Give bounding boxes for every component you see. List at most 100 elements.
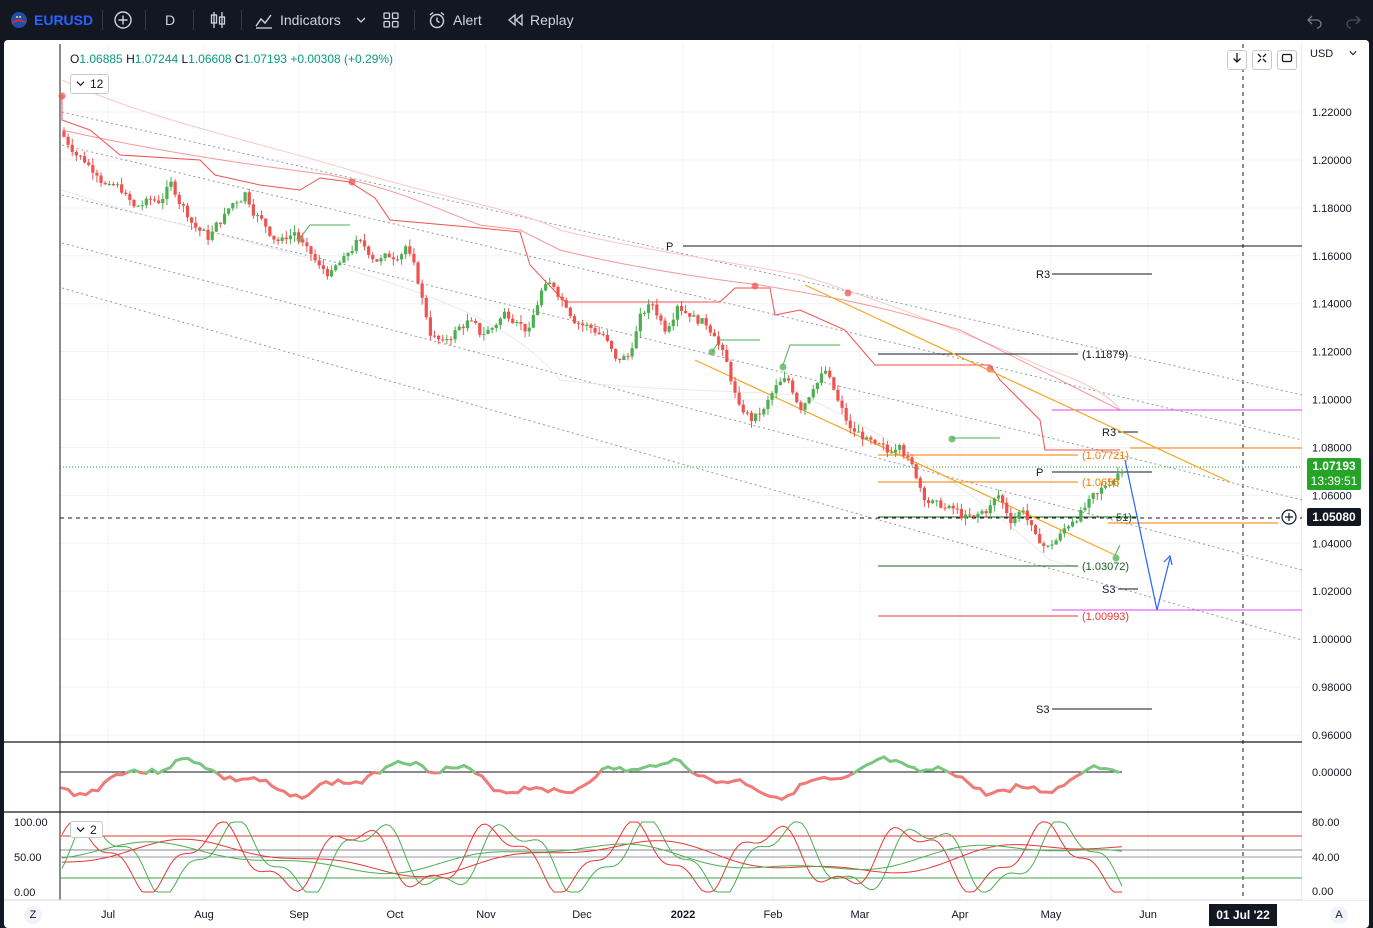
alert-button[interactable]: Alert [427,0,482,40]
candle-body [437,335,441,340]
currency-selector[interactable]: USD [1310,48,1357,60]
candle-body [1120,471,1124,474]
candle-body [852,428,857,432]
candle-body [120,184,124,193]
candle-body [729,362,733,382]
candle-body [671,319,675,327]
crosshair-add-button[interactable] [1281,509,1297,525]
maximize-pane-button[interactable] [1277,50,1297,70]
candle-body [1079,509,1083,522]
chart-type-button[interactable] [208,0,228,40]
low-value: 1.06608 [188,52,232,66]
candle-body [663,320,667,332]
bar-countdown: 13:39:51 [1310,474,1358,488]
oscillator-segment [1110,768,1120,774]
candle-body [959,509,964,519]
redo-button[interactable] [1344,0,1362,40]
replay-button[interactable]: Replay [506,0,574,40]
candle-body [157,200,161,204]
stochastic-d-line [61,821,1122,893]
candle-body [268,226,272,236]
candle-body [922,487,926,501]
candle-body [140,205,144,207]
last-price-badge: 1.07193 13:39:51 [1307,458,1361,490]
collapse-button[interactable] [1252,50,1272,70]
crosshair-price-value: 1.05080 [1312,510,1356,524]
open-key: O [70,52,80,66]
candle-body [527,327,531,332]
indicators-icon [254,10,274,30]
level-label-51: 51) [1116,512,1132,524]
time-axis-label: 2022 [671,909,695,921]
candle-body [478,322,482,335]
alarm-clock-icon [427,10,447,30]
time-axis-label: Jun [1139,909,1157,921]
symbol-search-button[interactable]: EURUSD [10,0,93,40]
candle-body [906,455,910,458]
indicators-toggle[interactable]: 12 [70,74,110,94]
candle-body [597,332,601,335]
candle-body [502,311,507,319]
currency-label: USD [1310,48,1334,60]
pane-indicators-toggle[interactable]: 2 [70,821,103,838]
projection-path [1124,459,1171,611]
candle-body [630,348,634,357]
price-scale[interactable]: 1.22000 1.20000 1.18000 1.16000 1.14000 1.120… [14,40,1369,921]
candle-body [387,253,391,258]
close-key: C [234,52,244,66]
candle-body [87,162,91,166]
candle-body [132,199,136,207]
interval-button[interactable]: D [165,0,175,40]
candle-body [1017,511,1021,519]
candle-body [453,330,457,340]
candle-body [395,259,400,261]
candle-body [1054,540,1058,545]
arrow-head [1163,554,1173,566]
candle-body [749,412,754,422]
candle-body [214,222,218,232]
candle-body [152,199,157,201]
auto-scale-label: A [1335,909,1343,921]
pivot-label-r3-mid: R3 [1102,427,1116,439]
envelope-lower [61,189,1121,569]
candle-body [124,192,128,195]
oscillator-segment [168,759,178,770]
templates-button[interactable] [381,0,401,40]
replay-label: Replay [530,12,574,28]
compare-symbol-button[interactable] [113,0,133,40]
candle-body [708,325,712,333]
undo-icon [1306,11,1324,29]
candle-body [943,507,947,509]
zoom-button[interactable]: Z [24,906,42,924]
candle-body [828,370,832,378]
candle-body [984,511,988,514]
candle-body [926,500,931,504]
candle-body [222,213,227,224]
chart-area[interactable]: 1.22000 1.20000 1.18000 1.16000 1.14000 1.120… [4,40,1369,928]
candle-body [877,443,881,445]
scroll-down-button[interactable] [1227,50,1247,70]
time-axis-label: Sep [289,909,309,921]
candle-body [74,151,78,156]
candle-body [754,413,758,422]
candle-body [638,313,642,332]
candle-body [482,333,486,335]
flag-icon [10,11,28,29]
candle-body [1062,528,1066,534]
price-tick-label: 1.20000 [1312,155,1352,167]
indicators-dropdown-button[interactable] [355,0,367,40]
candle-body [198,227,202,231]
time-axis-label: Jul [101,909,115,921]
indicators-button[interactable]: Indicators [254,0,341,40]
undo-button[interactable] [1306,0,1324,40]
candle-body [564,299,568,308]
candle-body [408,246,412,254]
candle-body [338,262,342,266]
candle-body [988,505,992,514]
candle-body [572,316,577,324]
candle-body [255,215,260,217]
auto-scale-button[interactable]: A [1330,906,1348,924]
chart-canvas[interactable]: 1.22000 1.20000 1.18000 1.16000 1.14000 1.120… [4,40,1369,928]
price-tick-label: 0.98000 [1312,682,1352,694]
candle-body [461,326,465,329]
